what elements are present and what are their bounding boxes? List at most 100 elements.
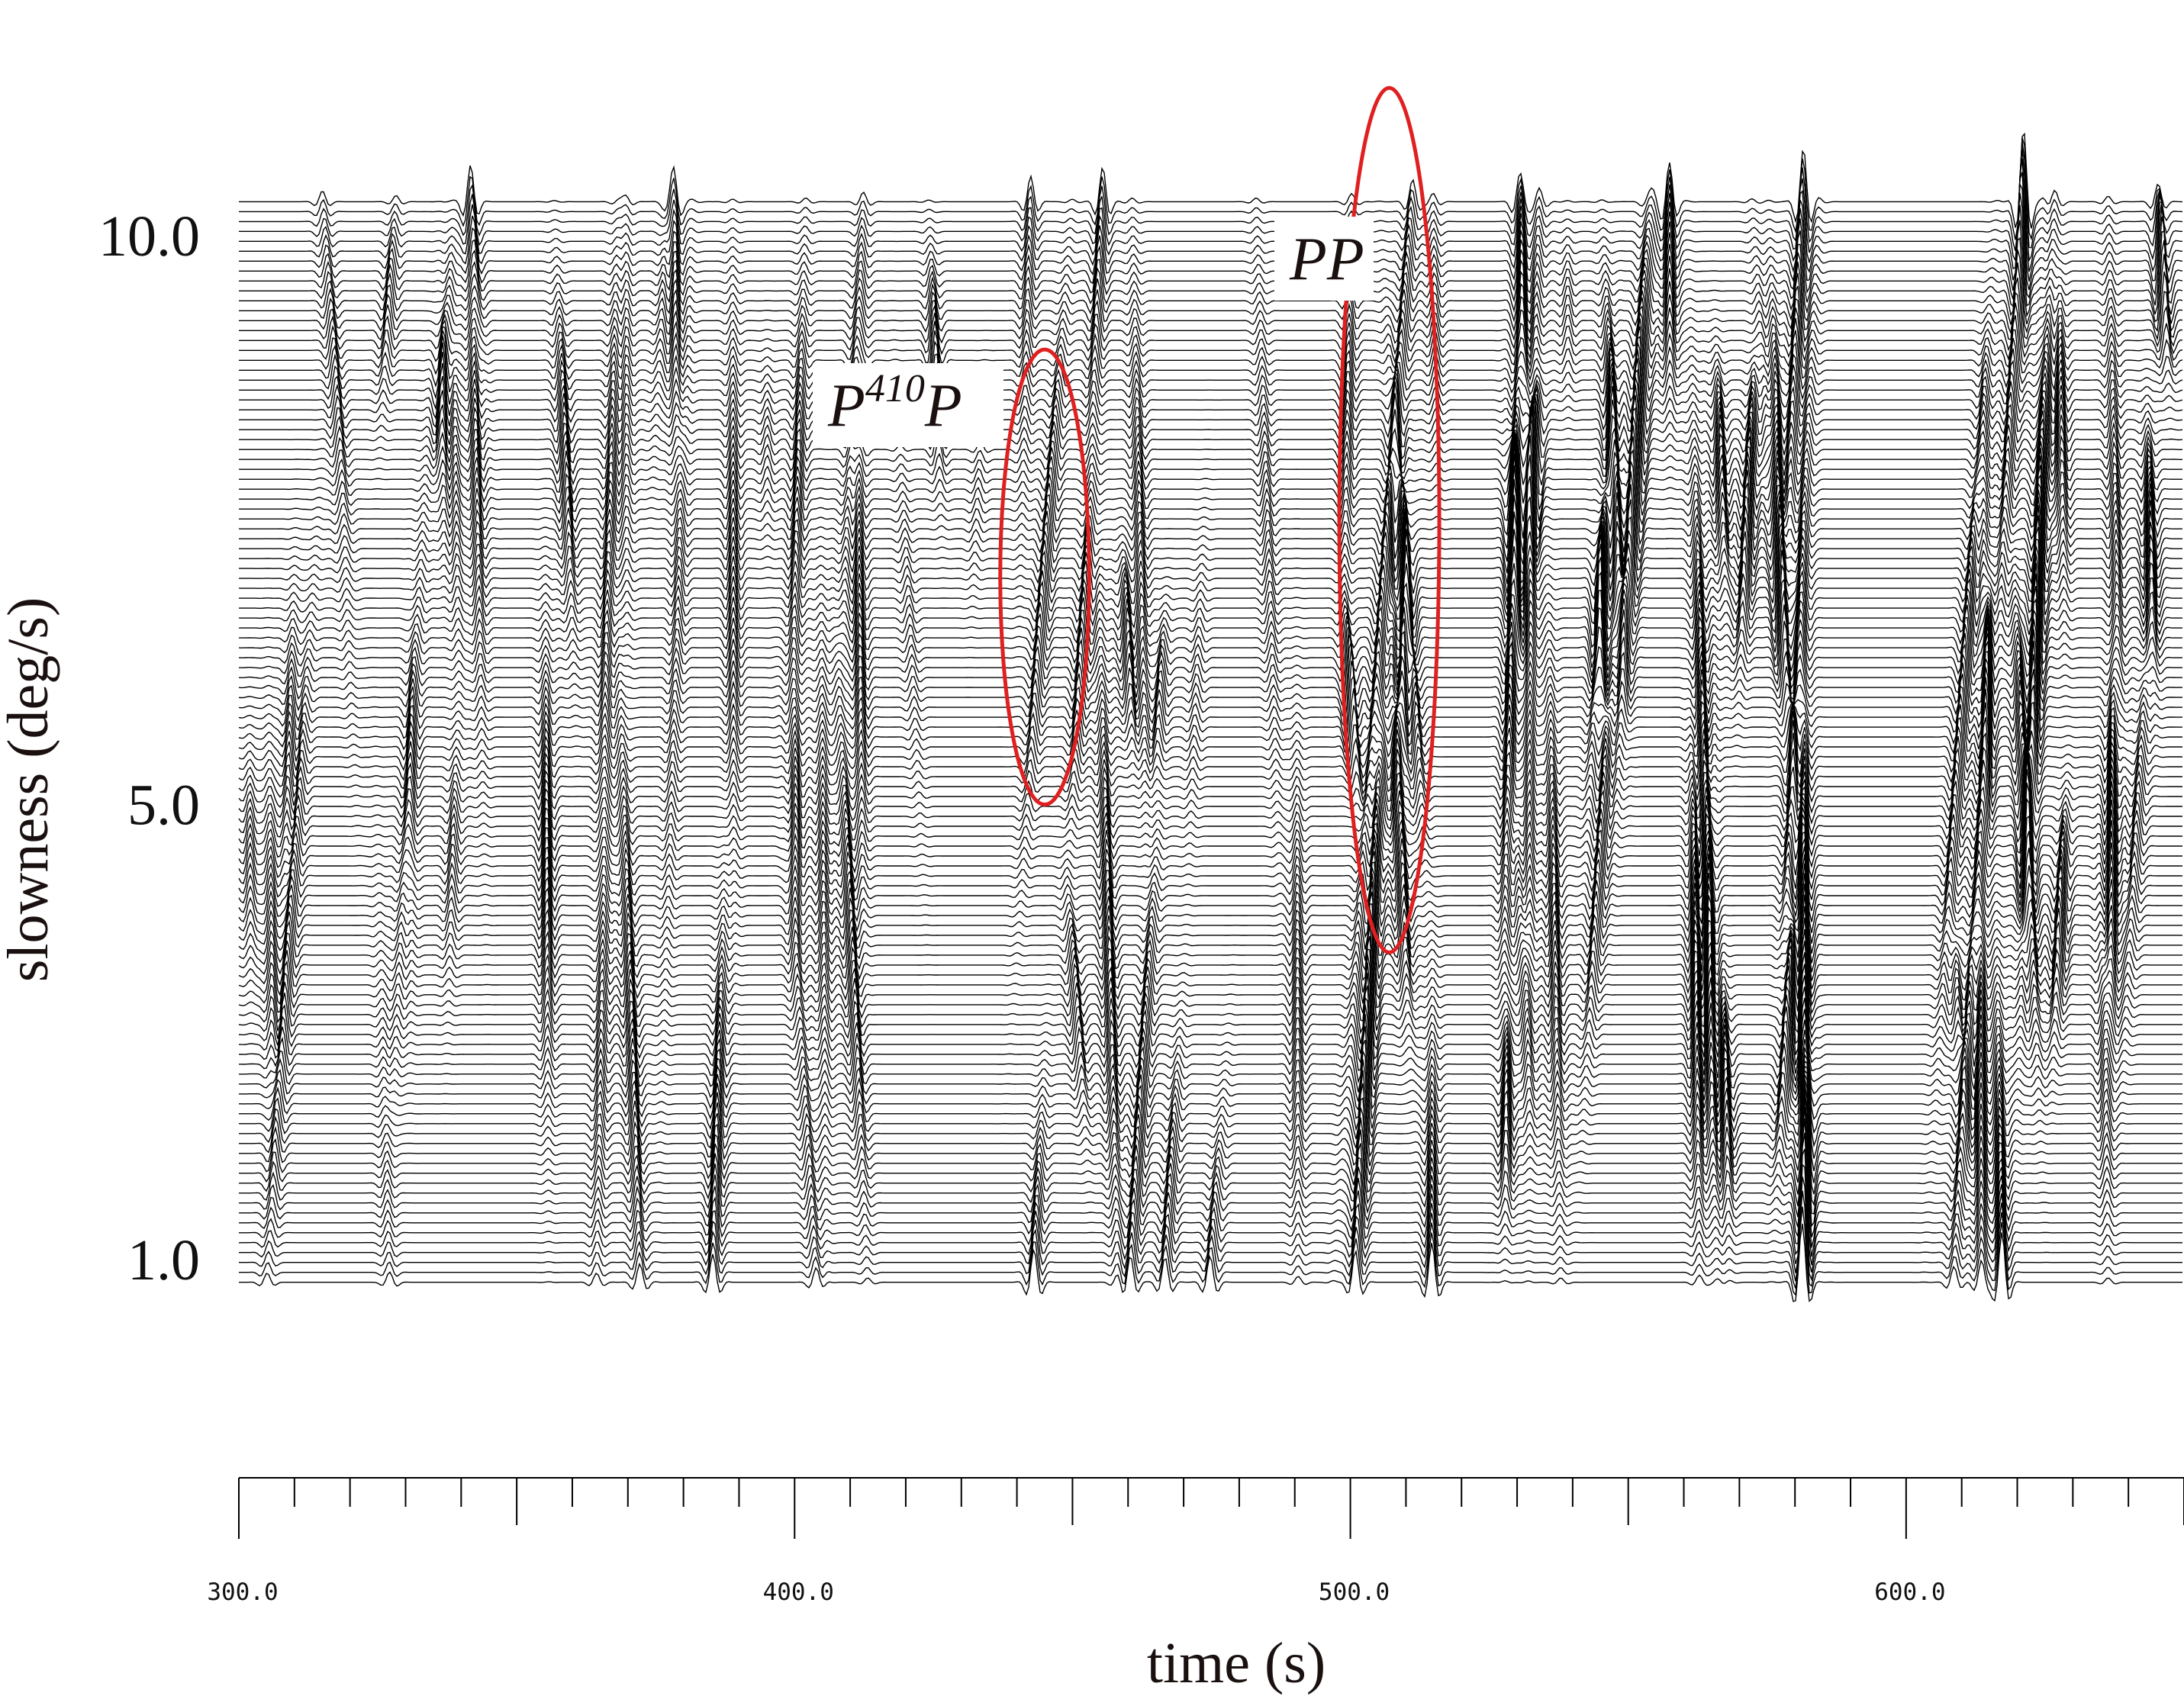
seismic-trace [239, 406, 2182, 539]
seismic-trace [239, 1074, 2182, 1183]
seismic-trace [239, 262, 2183, 343]
seismic-trace [239, 529, 2182, 652]
seismic-trace [238, 629, 2182, 735]
seismic-trace [239, 1118, 2182, 1248]
x-tick-label: 400.0 [763, 1579, 834, 1606]
seismic-trace [238, 838, 2182, 937]
seismic-trace [239, 503, 2182, 623]
seismic-trace [239, 1083, 2182, 1207]
seismic-trace [238, 732, 2182, 812]
seismic-trace [239, 148, 2182, 262]
seismic-trace [239, 335, 2183, 425]
seismic-trace [238, 935, 2182, 1044]
seismic-trace [239, 597, 2182, 702]
phase-annotations: P410P PP [813, 85, 1442, 954]
seismic-trace [238, 758, 2182, 879]
seismic-trace [238, 863, 2182, 971]
seismic-trace [239, 297, 2183, 372]
seismic-trace [239, 543, 2182, 662]
seismic-trace [239, 443, 2182, 592]
x-tick-label: 300.0 [207, 1579, 278, 1606]
seismic-trace [239, 305, 2183, 381]
x-axis-title: time (s) [1147, 1631, 1326, 1695]
seismic-trace [239, 1096, 2182, 1228]
seismic-trace [238, 717, 2182, 803]
seismic-trace [238, 962, 2182, 1074]
seismic-trace [239, 1089, 2182, 1218]
seismic-trace [238, 688, 2182, 782]
seismic-trace [238, 815, 2182, 913]
y-tick-label: 5.0 [127, 774, 200, 838]
seismic-trace [238, 845, 2182, 949]
y-tick-label: 10.0 [98, 204, 200, 269]
seismic-trace [238, 854, 2182, 961]
seismic-trace [239, 1223, 2182, 1302]
seismic-trace [239, 410, 2182, 554]
seismic-trace [239, 326, 2183, 415]
seismic-trace [239, 1206, 2182, 1296]
x-tick-label: 500.0 [1319, 1579, 1390, 1606]
seismic-trace [238, 702, 2182, 793]
seismic-trace [238, 973, 2182, 1081]
seismic-trace [238, 782, 2182, 898]
seismic-trace [239, 1059, 2182, 1149]
seismic-trace [239, 1078, 2182, 1195]
seismic-trace [238, 744, 2182, 822]
seismic-trace [239, 349, 2183, 447]
seismic-trace [239, 398, 2182, 522]
seismic-trace [239, 1065, 2182, 1159]
seismic-trace [238, 883, 2182, 992]
seismic-trace [239, 290, 2183, 362]
seismic-trace [238, 571, 2182, 681]
seismic-trace [239, 507, 2182, 633]
y-tick-label: 1.0 [127, 1228, 200, 1292]
seismic-trace [239, 132, 2182, 229]
seismic-trace [238, 1025, 2182, 1121]
y-axis-title: slowness (deg/s) [0, 597, 60, 983]
seismic-trace [239, 1014, 2182, 1112]
x-tick-label: 600.0 [1874, 1579, 1945, 1606]
seismic-trace [238, 873, 2182, 982]
seismic-trace [239, 182, 2183, 291]
seismic-trace [239, 394, 2182, 504]
seismic-trace [239, 237, 2183, 325]
seismic-trace [239, 1190, 2182, 1289]
seismic-trace [239, 141, 2183, 251]
seismic-trace [238, 743, 2182, 831]
y-axis: 10.0 5.0 1.0 [98, 204, 200, 1292]
seismic-trace [239, 342, 2183, 436]
seismic-trace [238, 619, 2182, 725]
seismic-trace [239, 1148, 2182, 1266]
seismic-trace [238, 906, 2182, 1012]
seismic-trace [238, 585, 2182, 690]
seismic-trace [238, 667, 2182, 761]
seismic-trace [238, 831, 2182, 924]
seismic-trace [239, 358, 2183, 458]
phase-label-bg [1274, 217, 1374, 301]
seismic-trace [239, 1051, 2182, 1141]
seismic-trace [239, 368, 2183, 468]
seismic-trace [238, 658, 2182, 755]
seismic-trace [238, 948, 2182, 1055]
phase-label: PP [1289, 226, 1364, 293]
seismic-trace [239, 1069, 2182, 1172]
seismic-trace [238, 750, 2182, 867]
seismic-trace [239, 318, 2183, 404]
seismic-trace [239, 158, 2183, 272]
seismic-trace [239, 277, 2183, 353]
seismic-trace [239, 436, 2182, 584]
seismic-trace [239, 478, 2182, 608]
seismic-trace [238, 608, 2182, 714]
seismic-trace [239, 516, 2182, 644]
seismic-trace [239, 385, 2182, 488]
seismic-trace [238, 768, 2182, 890]
seismic-trace [239, 204, 2183, 307]
phase-ellipse [998, 347, 1091, 807]
seismic-trace [239, 433, 2182, 575]
seismic-trace [238, 651, 2182, 750]
seismic-trace [239, 452, 2182, 598]
seismic-trace [239, 1106, 2182, 1238]
seismic-trace [239, 1176, 2182, 1282]
seismic-trace [238, 640, 2182, 743]
seismic-trace [238, 925, 2182, 1034]
